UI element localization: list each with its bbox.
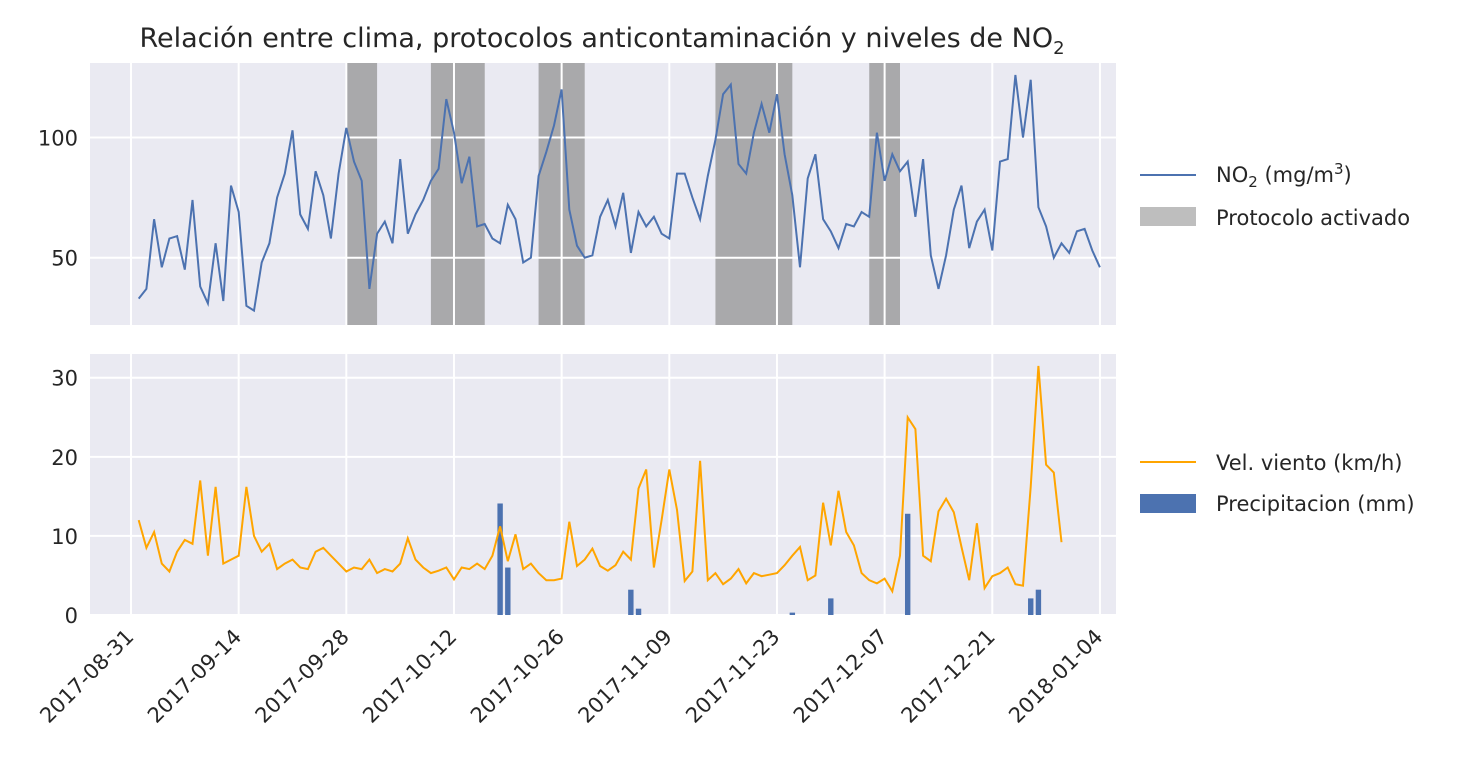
bottom-y-tick-label-0: 0 (65, 604, 78, 628)
legend-precip-swatch (1140, 494, 1196, 513)
bottom-plot-background (90, 354, 1116, 615)
precip-bar-3 (635, 608, 642, 615)
legend-no2-subscript: 2 (1248, 173, 1258, 191)
legend-bottom: Vel. viento (km/h) Precipitacion (mm) (1140, 451, 1415, 516)
protocol-band-3 (715, 63, 793, 325)
bottom-vertical-gridlines (130, 354, 1101, 615)
no2-series-line (137, 74, 1101, 313)
x-tick-label-6: 2017-11-23 (681, 625, 784, 728)
chart-title-main: Relación entre clima, protocolos anticon… (139, 23, 1053, 54)
top-panel: 50 100 (38, 63, 1116, 325)
bottom-y-tick-label-2: 20 (51, 446, 78, 470)
bottom-y-tick-label-3: 30 (51, 367, 78, 391)
legend-precip-label: Precipitacion (mm) (1216, 492, 1415, 516)
precipitation-bars (497, 503, 1042, 615)
wind-series-line (137, 365, 1063, 594)
legend-no2-superscript: 3 (1334, 160, 1344, 178)
top-y-tick-labels: 50 100 (38, 127, 78, 271)
top-y-tick-label-1: 100 (38, 127, 78, 151)
top-plot-background (90, 63, 1116, 325)
x-tick-label-0: 2017-08-31 (35, 625, 138, 728)
legend-no2-mid: (mg/m (1258, 163, 1334, 187)
legend-no2-end: ) (1344, 163, 1352, 187)
bottom-y-tick-labels: 0 10 20 30 (51, 367, 78, 628)
x-tick-label-4: 2017-10-26 (466, 625, 569, 728)
precip-bar-7 (1028, 598, 1034, 615)
precip-bar-6 (904, 513, 911, 615)
legend-no2-prefix: NO (1216, 163, 1248, 187)
x-tick-label-5: 2017-11-09 (574, 625, 677, 728)
x-tick-label-8: 2017-12-21 (897, 625, 1000, 728)
x-tick-label-7: 2017-12-07 (789, 625, 892, 728)
precip-bar-5 (828, 598, 834, 615)
legend-no2-label: NO2 (mg/m3) (1216, 160, 1352, 191)
x-tick-label-3: 2017-10-12 (358, 625, 461, 728)
top-vertical-gridlines (130, 63, 1101, 325)
bottom-y-tick-label-1: 10 (51, 525, 78, 549)
precip-bar-8 (1035, 589, 1042, 615)
x-tick-label-1: 2017-09-14 (143, 625, 246, 728)
legend-protocol-label: Protocolo activado (1216, 206, 1410, 230)
legend-top: NO2 (mg/m3) Protocolo activado (1140, 160, 1410, 230)
precip-bar-4 (789, 612, 796, 615)
protocol-band-1 (430, 63, 485, 325)
x-tick-label-9: 2018-01-04 (1004, 625, 1107, 728)
x-tick-label-2: 2017-09-28 (251, 625, 354, 728)
legend-wind-label: Vel. viento (km/h) (1216, 451, 1402, 475)
x-tick-labels: 2017-08-31 2017-09-14 2017-09-28 2017-10-12… (35, 625, 1107, 728)
chart-title-subscript: 2 (1053, 38, 1064, 59)
precip-bar-1 (505, 567, 511, 615)
top-y-tick-label-0: 50 (51, 247, 78, 271)
legend-protocol-swatch (1140, 207, 1196, 226)
precip-bar-0 (497, 503, 503, 615)
bottom-horizontal-gridlines (90, 376, 1116, 616)
precip-bar-2 (628, 589, 634, 615)
chart-title: Relación entre clima, protocolos anticon… (139, 23, 1064, 59)
